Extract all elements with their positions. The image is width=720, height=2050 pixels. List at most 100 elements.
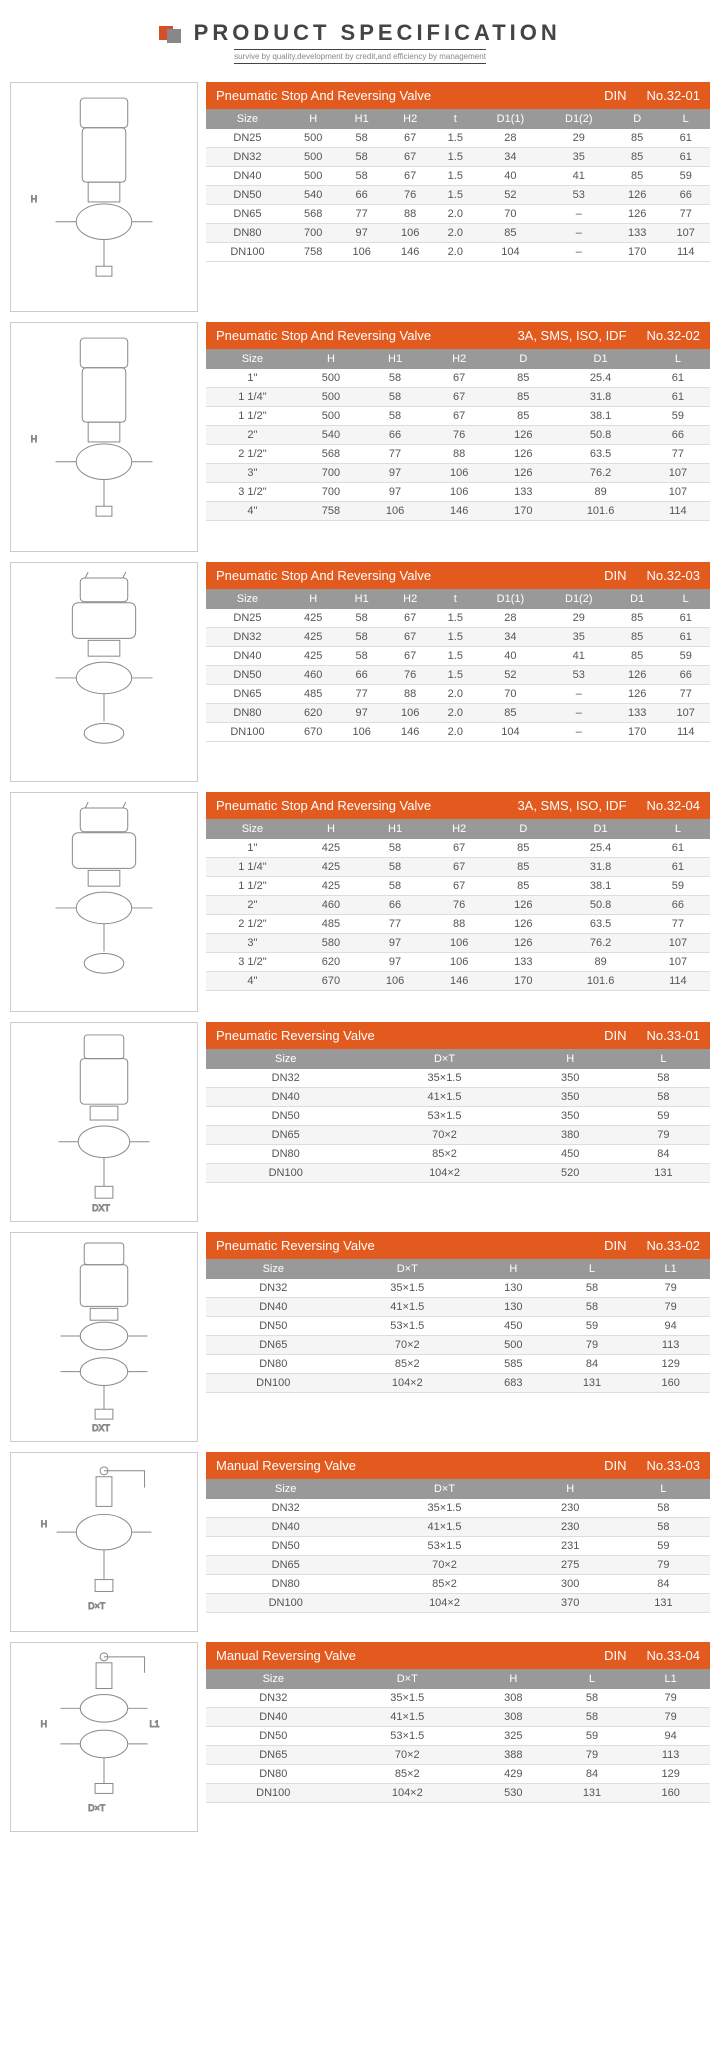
table-cell: 67	[386, 628, 434, 647]
column-header: H2	[427, 349, 491, 369]
spec-title: Pneumatic Stop And Reversing Valve	[216, 328, 517, 343]
table-cell: 50.8	[555, 896, 645, 915]
table-cell: 76	[386, 186, 434, 205]
table-cell: 85	[491, 877, 555, 896]
table-cell: 85	[613, 167, 661, 186]
spec-standard: DIN	[604, 88, 626, 103]
column-header: D×T	[365, 1479, 523, 1499]
table-cell: 700	[299, 464, 363, 483]
table-cell: 66	[646, 896, 710, 915]
table-cell: 107	[661, 704, 710, 723]
table-cell: 2 1/2"	[206, 915, 299, 934]
column-header: H	[524, 1049, 617, 1069]
table-cell: 97	[363, 464, 427, 483]
table-row: 1"50058678525.461	[206, 369, 710, 388]
table-cell: 88	[427, 915, 491, 934]
table-row: DN5053×1.54505994	[206, 1317, 710, 1336]
table-cell: DN100	[206, 1164, 365, 1183]
table-cell: 88	[386, 685, 434, 704]
spec-code: No.33-03	[647, 1458, 700, 1473]
spec-title-bar: Pneumatic Reversing Valve DIN No.33-02	[206, 1232, 710, 1259]
table-cell: 3"	[206, 934, 299, 953]
column-header: H1	[337, 109, 385, 129]
column-header: D×T	[365, 1049, 523, 1069]
column-header: L	[661, 589, 710, 609]
table-cell: 106	[337, 723, 385, 742]
table-cell: 568	[289, 205, 337, 224]
logo-dot-grey	[167, 29, 181, 43]
table-cell: 59	[553, 1727, 632, 1746]
table-cell: 97	[363, 953, 427, 972]
table-row: DN4041×1.535058	[206, 1088, 710, 1107]
table-cell: 77	[337, 685, 385, 704]
table-cell: 101.6	[555, 972, 645, 991]
table-cell: DN40	[206, 167, 289, 186]
column-header: H2	[386, 589, 434, 609]
table-cell: 89	[555, 483, 645, 502]
table-cell: 63.5	[555, 445, 645, 464]
table-cell: DN32	[206, 1279, 341, 1298]
table-cell: 106	[427, 464, 491, 483]
table-cell: 58	[617, 1069, 710, 1088]
table-cell: 1 1/4"	[206, 388, 299, 407]
table-cell: 53×1.5	[365, 1107, 523, 1126]
table-cell: 370	[524, 1594, 617, 1613]
table-cell: 66	[363, 896, 427, 915]
table-cell: 58	[553, 1689, 632, 1708]
table-cell: DN50	[206, 1107, 365, 1126]
column-header: L	[646, 819, 710, 839]
table-cell: 758	[299, 502, 363, 521]
table-cell: 61	[646, 839, 710, 858]
table-cell: 126	[491, 934, 555, 953]
table-cell: DN40	[206, 1088, 365, 1107]
table-cell: 59	[553, 1317, 632, 1336]
table-cell: 41	[545, 647, 613, 666]
table-cell: 35	[545, 628, 613, 647]
table-cell: 131	[553, 1784, 632, 1803]
spec-block: H Pneumatic Stop And Reversing Valve DIN…	[0, 82, 720, 312]
table-cell: –	[545, 704, 613, 723]
spec-title: Manual Reversing Valve	[216, 1458, 604, 1473]
table-cell: 104	[476, 243, 544, 262]
table-cell: 104	[476, 723, 544, 742]
table-cell: DN40	[206, 1518, 365, 1537]
table-cell: 70×2	[365, 1126, 523, 1145]
table-cell: 61	[661, 609, 710, 628]
table-cell: 133	[491, 483, 555, 502]
table-cell: 58	[553, 1298, 632, 1317]
table-cell: 97	[337, 224, 385, 243]
spec-title: Manual Reversing Valve	[216, 1648, 604, 1663]
table-cell: 500	[299, 388, 363, 407]
svg-text:D×T: D×T	[88, 1601, 106, 1611]
table-row: DN4041×1.51305879	[206, 1298, 710, 1317]
spec-title-bar: Pneumatic Stop And Reversing Valve DIN N…	[206, 562, 710, 589]
table-cell: 126	[613, 685, 661, 704]
table-cell: 59	[646, 877, 710, 896]
table-cell: 85	[613, 129, 661, 148]
table-cell: 67	[386, 129, 434, 148]
spec-title-bar: Pneumatic Stop And Reversing Valve DIN N…	[206, 82, 710, 109]
table-cell: 52	[476, 186, 544, 205]
table-cell: 34	[476, 628, 544, 647]
table-cell: 425	[299, 877, 363, 896]
table-cell: 2.0	[434, 224, 476, 243]
table-cell: 460	[299, 896, 363, 915]
column-header: H	[289, 589, 337, 609]
table-cell: 325	[474, 1727, 553, 1746]
table-cell: 70	[476, 205, 544, 224]
table-row: DN6570×227579	[206, 1556, 710, 1575]
table-cell: 79	[553, 1746, 632, 1765]
column-header: H2	[386, 109, 434, 129]
table-cell: 620	[289, 704, 337, 723]
column-header: D1(1)	[476, 109, 544, 129]
spec-standard: DIN	[604, 1028, 626, 1043]
table-row: 2 1/2"568778812663.577	[206, 445, 710, 464]
table-cell: 53	[545, 186, 613, 205]
table-cell: 40	[476, 167, 544, 186]
table-row: DN8085×242984129	[206, 1765, 710, 1784]
page-header: PRODUCT SPECIFICATION survive by quality…	[0, 0, 720, 72]
table-cell: 350	[524, 1088, 617, 1107]
table-cell: 67	[427, 388, 491, 407]
spec-title-bar: Pneumatic Stop And Reversing Valve 3A, S…	[206, 322, 710, 349]
table-cell: 131	[617, 1594, 710, 1613]
